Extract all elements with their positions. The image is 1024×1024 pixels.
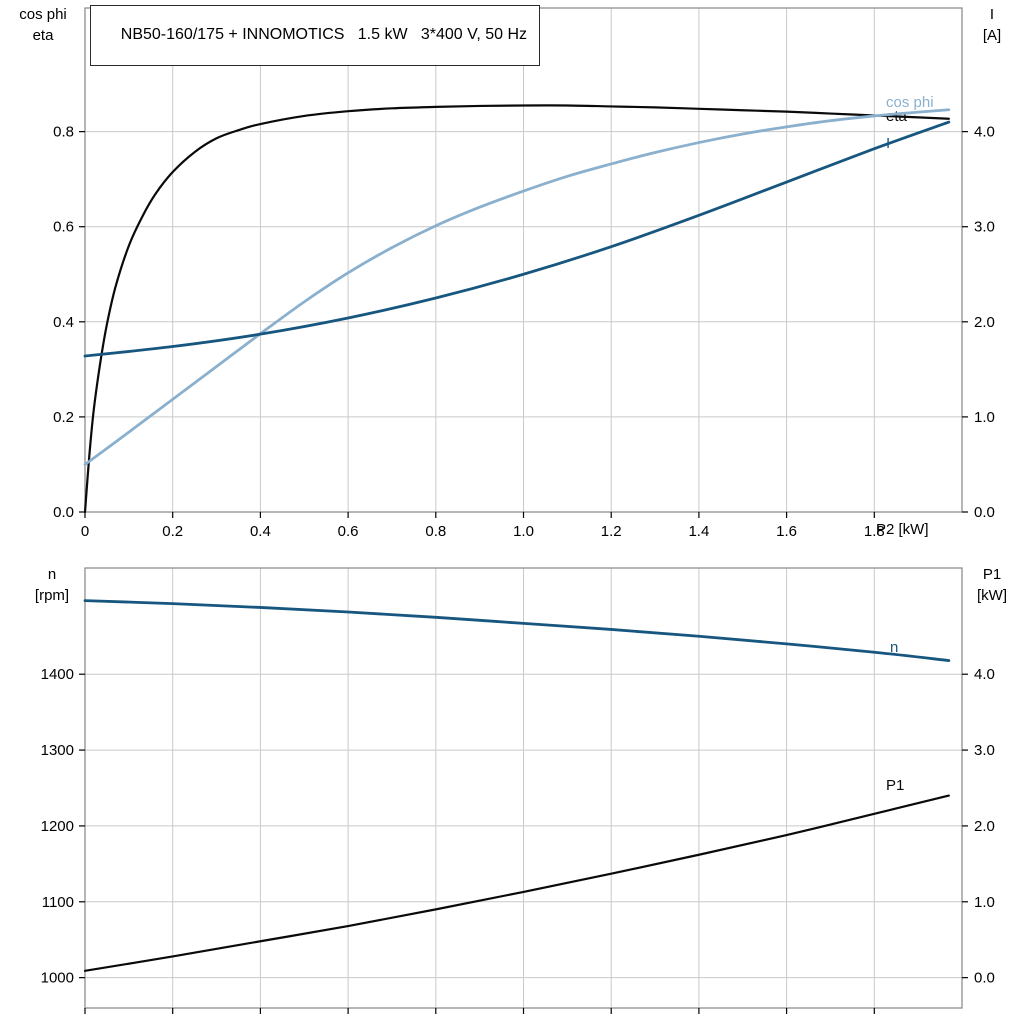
tick-label: 0 xyxy=(81,523,89,540)
chart-speed-power-curves: 1000 1100 1200 1300 1400 0.0 1.0 2.0 3.0 4.0 n P1 xyxy=(41,567,995,1014)
axis-header-line: [rpm] xyxy=(34,587,70,604)
chart-electrical-curves: 0.0 0.2 0.4 0.6 0.8 0.0 1.0 2.0 3.0 4.0 0 0.2 0.4 0.6… xyxy=(53,7,995,540)
tick-label: 1.0 xyxy=(974,409,995,426)
curve-label-I: I xyxy=(886,135,890,152)
axis-header-line: P1 xyxy=(982,566,1002,583)
top-left-axis-header: cos phi eta xyxy=(6,4,80,46)
x-axis-unit-label: P2 [kW] xyxy=(876,521,929,538)
axis-header-line: cos phi xyxy=(19,6,67,23)
curve-label-P1: P1 xyxy=(886,777,904,794)
axis-header-line: eta xyxy=(32,27,54,44)
axis-header-line: I xyxy=(989,6,995,23)
tick-label: 2.0 xyxy=(974,314,995,331)
tick-label: 0.0 xyxy=(974,504,995,521)
tick-label: 1400 xyxy=(41,666,74,683)
tick-label: 0.8 xyxy=(425,523,446,540)
tick-label: 2.0 xyxy=(974,818,995,835)
axis-header-line: [A] xyxy=(982,27,1002,44)
curve-P1 xyxy=(83,794,950,972)
axis-ticks xyxy=(79,673,968,1014)
tick-label: 1100 xyxy=(42,894,74,911)
curve-label-n: n xyxy=(890,639,898,656)
tick-label: 0.2 xyxy=(53,409,74,426)
tick-label: 0.6 xyxy=(338,523,359,540)
chart-title: NB50-160/175 + INNOMOTICS 1.5 kW 3*400 V… xyxy=(120,26,528,43)
curve-cos_phi xyxy=(83,108,951,466)
tick-label: 1.2 xyxy=(601,523,622,540)
tick-label: 1.0 xyxy=(513,523,534,540)
tick-label: 1.6 xyxy=(776,523,797,540)
axis-header-line: n xyxy=(47,566,57,583)
tick-label: 1000 xyxy=(41,970,74,987)
tick-label: 1.0 xyxy=(974,894,995,911)
curve-label-cos_phi: cos phi xyxy=(886,94,934,111)
tick-label: 3.0 xyxy=(974,742,995,759)
gridlines xyxy=(85,568,962,1008)
tick-label: 1.4 xyxy=(688,523,709,540)
tick-label: 4.0 xyxy=(974,124,995,141)
chart-title-box: NB50-160/175 + INNOMOTICS 1.5 kW 3*400 V… xyxy=(90,5,541,66)
tick-label: 4.0 xyxy=(974,666,995,683)
tick-label: 0.4 xyxy=(250,523,271,540)
tick-label: 0.0 xyxy=(53,504,74,521)
tick-label: 0.0 xyxy=(974,970,995,987)
tick-label: 1300 xyxy=(41,742,74,759)
axis-header-line: [kW] xyxy=(977,587,1007,604)
gridlines xyxy=(85,8,962,512)
tick-label: 1200 xyxy=(41,818,74,835)
axis-tick-labels: 0.0 0.2 0.4 0.6 0.8 0.0 1.0 2.0 3.0 4.0 0 0.2 0.4 0.6… xyxy=(53,124,995,540)
curve-I xyxy=(83,120,951,358)
curve-n xyxy=(83,599,951,662)
tick-label: 0.6 xyxy=(53,219,74,236)
curve-eta xyxy=(83,104,950,514)
tick-label: 3.0 xyxy=(974,219,995,236)
axis-tick-labels: 1000 1100 1200 1300 1400 0.0 1.0 2.0 3.0 4.0 xyxy=(41,666,995,986)
top-right-axis-header: I [A] xyxy=(966,4,1018,46)
tick-label: 0.8 xyxy=(53,124,74,141)
tick-label: 0.4 xyxy=(53,314,74,331)
tick-label: 1.8 xyxy=(864,523,885,540)
bottom-left-axis-header: n [rpm] xyxy=(20,564,84,606)
tick-label: 0.2 xyxy=(162,523,183,540)
bottom-right-axis-header: P1 [kW] xyxy=(964,564,1020,606)
